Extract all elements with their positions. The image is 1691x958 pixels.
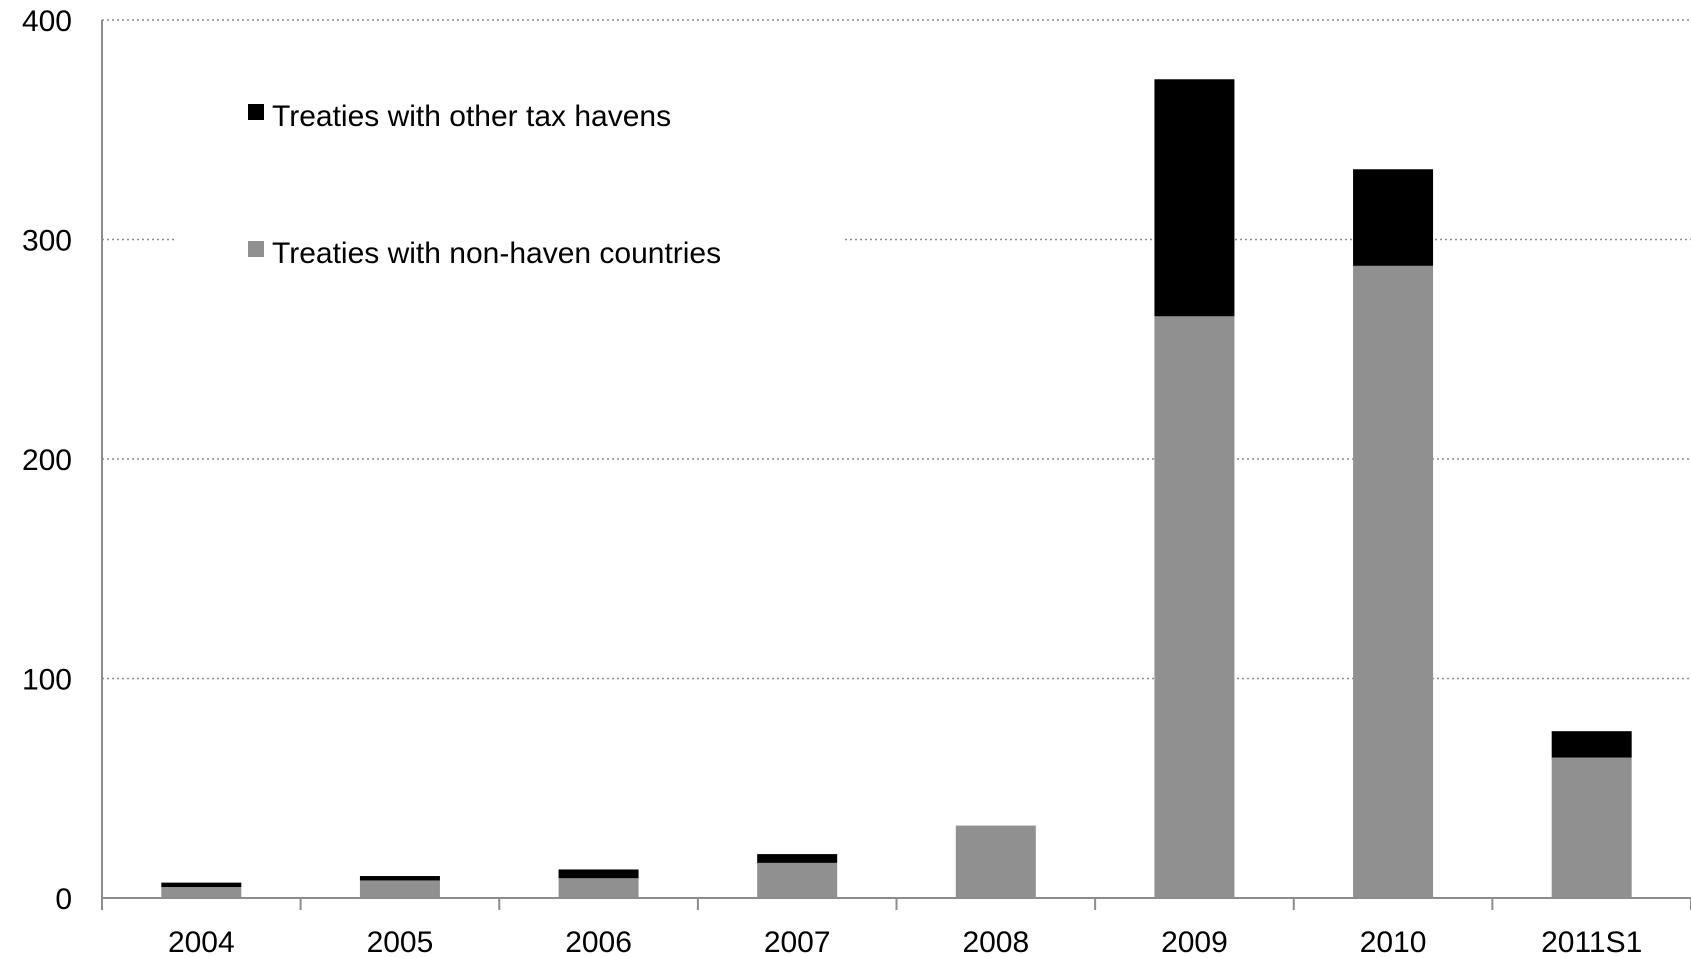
y-tick-label: 300 xyxy=(22,225,72,258)
bars xyxy=(161,79,1632,899)
bar-non-haven-2004 xyxy=(161,887,242,898)
x-tick-label: 2010 xyxy=(1360,926,1427,958)
bar-tax-havens-2005 xyxy=(359,876,440,881)
bar-tax-havens-2004 xyxy=(161,882,242,888)
legend-label: Treaties with other tax havens xyxy=(272,100,671,133)
bar-non-haven-2011S1 xyxy=(1551,757,1632,898)
bar-non-haven-2006 xyxy=(558,878,639,898)
x-tick-label: 2008 xyxy=(962,926,1029,958)
x-tick-label: 2007 xyxy=(764,926,831,958)
legend: Treaties with other tax havens Treaties w… xyxy=(248,100,721,270)
x-tick-label: 2005 xyxy=(367,926,434,958)
y-tick-label: 100 xyxy=(22,664,72,697)
x-tick-label: 2009 xyxy=(1161,926,1228,958)
x-tick-label: 2006 xyxy=(565,926,632,958)
x-tick-label: 2011S1 xyxy=(1541,926,1642,958)
bar-non-haven-2008 xyxy=(955,825,1036,898)
bar-non-haven-2005 xyxy=(359,880,440,898)
bar-tax-havens-2011S1 xyxy=(1551,731,1632,758)
bar-non-haven-2009 xyxy=(1154,316,1235,898)
y-tick-label: 200 xyxy=(22,444,72,477)
bar-non-haven-2010 xyxy=(1353,265,1434,899)
bar-tax-havens-2007 xyxy=(757,854,838,863)
bar-tax-havens-2006 xyxy=(558,869,639,879)
legend-swatch xyxy=(248,104,264,120)
x-tick-label: 2004 xyxy=(168,926,235,958)
y-tick-label: 400 xyxy=(22,5,72,38)
gridlines xyxy=(102,19,1691,680)
bar-tax-havens-2010 xyxy=(1353,169,1434,266)
y-tick-label: 0 xyxy=(55,883,72,916)
legend-label: Treaties with non-haven countries xyxy=(272,237,721,270)
bar-non-haven-2007 xyxy=(757,862,838,898)
legend-swatch xyxy=(248,241,264,257)
axes: 0 100 200 300 400 2004 2005 2006 2007 2008 2009 201… xyxy=(22,5,1691,958)
bar-tax-havens-2009 xyxy=(1154,79,1235,317)
